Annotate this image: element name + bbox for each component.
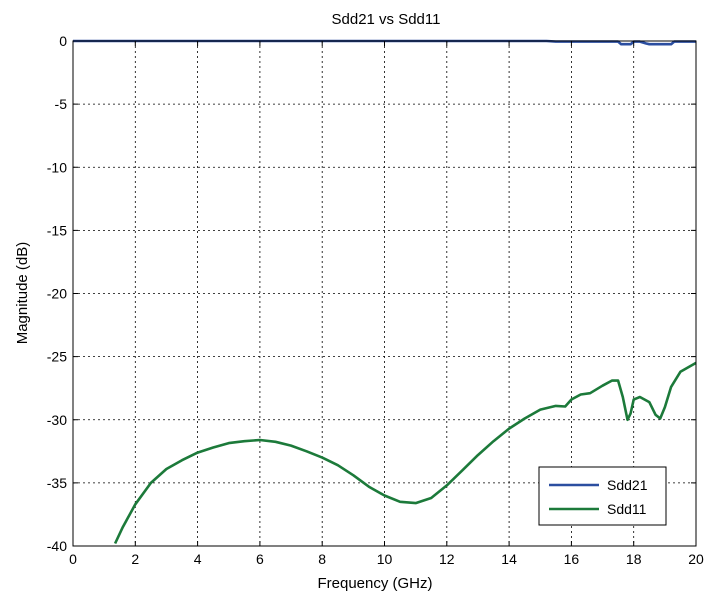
legend-box: [538, 466, 667, 526]
x-tick-label: 2: [131, 551, 139, 567]
x-tick-label: 14: [501, 551, 517, 567]
y-axis-title: Magnitude (dB): [14, 242, 31, 345]
y-tick-label: -25: [47, 349, 67, 365]
x-tick-label: 18: [626, 551, 642, 567]
x-axis-title: Frequency (GHz): [317, 575, 432, 592]
grid: [73, 41, 696, 546]
y-tick-label: -30: [47, 412, 67, 428]
y-tick-label: -10: [47, 159, 67, 175]
x-tick-label: 12: [439, 551, 455, 567]
legend: Sdd21 Sdd11: [538, 466, 667, 526]
y-tick-label: -35: [47, 475, 67, 491]
legend-label-sdd21: Sdd21: [607, 477, 648, 493]
series-line-sdd11: [113, 361, 697, 545]
chart-title: Sdd21 vs Sdd11: [332, 11, 441, 28]
x-tick-label: 4: [194, 551, 202, 567]
x-tick-label: 20: [688, 551, 704, 567]
y-tick-label: -5: [55, 96, 68, 112]
y-tick-label: 0: [59, 33, 67, 49]
x-tick-label: 0: [69, 551, 77, 567]
x-tick-label: 8: [318, 551, 326, 567]
x-tick-label: 6: [256, 551, 264, 567]
y-tick-label: -40: [47, 538, 67, 554]
y-tick-label: -20: [47, 286, 67, 302]
y-tick-label: -15: [47, 222, 67, 238]
x-tick-label: 10: [377, 551, 393, 567]
axis-ticks: 0 2 4 6 8 10 12 14 16 18 20 0 -5 -10 -15 -20 -25 -30 -35 -4…: [47, 33, 704, 567]
legend-label-sdd11: Sdd11: [607, 501, 647, 517]
x-tick-label: 16: [564, 551, 580, 567]
